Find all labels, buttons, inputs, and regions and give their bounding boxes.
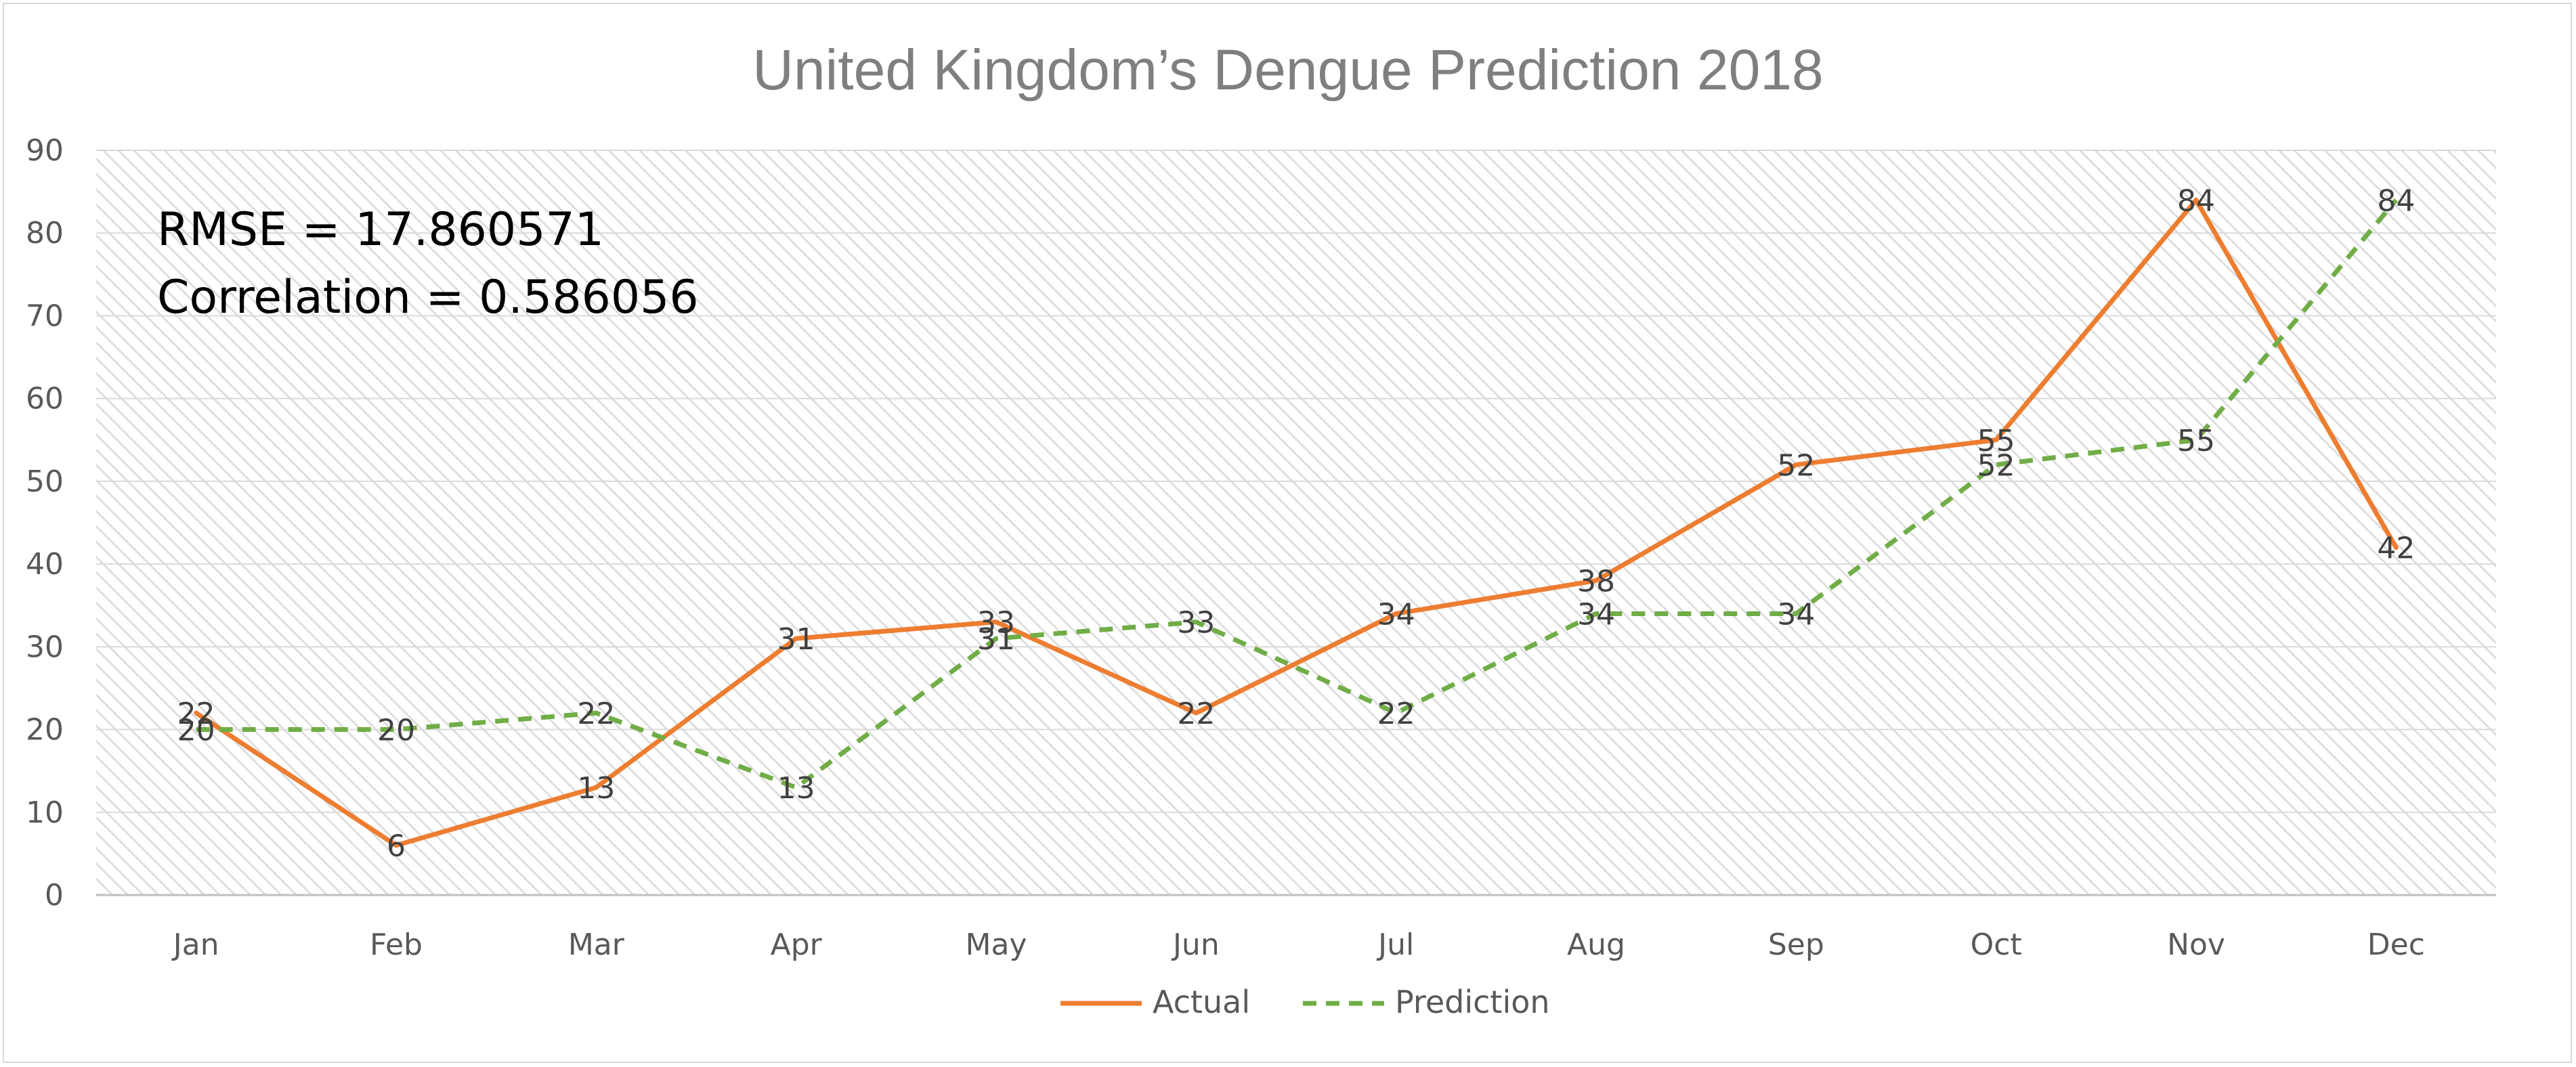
y-tick-label: 80: [26, 216, 64, 251]
data-label-actual: 22: [1177, 697, 1215, 731]
chart-title: United Kingdom’s Dengue Prediction 2018: [752, 38, 1823, 102]
x-tick-label: May: [966, 928, 1027, 962]
x-axis: Jan Feb Mar Apr May Jun Jul Aug Sep Oct Nov Dec: [171, 928, 2425, 962]
y-tick-label: 70: [26, 299, 64, 333]
correlation-annotation: Correlation = 0.586056: [157, 271, 699, 324]
legend: Actual Prediction: [1060, 984, 1550, 1020]
y-tick-label: 60: [26, 382, 64, 416]
data-label-actual: 6: [387, 829, 406, 864]
x-tick-label: Jul: [1376, 928, 1414, 962]
chart-frame: United Kingdom’s Dengue Prediction 2018 …: [3, 3, 2572, 1063]
x-tick-label: Sep: [1768, 928, 1824, 962]
y-tick-label: 10: [26, 796, 64, 830]
data-label-prediction: 55: [2177, 424, 2215, 458]
series-line-actual: [194, 197, 2399, 848]
y-tick-label: 0: [45, 878, 64, 913]
data-label-prediction: 13: [777, 771, 815, 806]
x-tick-label: Feb: [370, 928, 423, 962]
data-label-actual: 31: [777, 622, 815, 657]
data-label-actual: 52: [1777, 448, 1815, 483]
data-label-prediction: 34: [1777, 597, 1815, 632]
data-label-prediction: 34: [1577, 597, 1615, 632]
data-label-actual: 42: [2377, 531, 2415, 566]
y-tick-label: 30: [26, 630, 64, 664]
data-label-actual: 13: [577, 771, 615, 806]
x-tick-label: Apr: [771, 928, 823, 962]
legend-label-actual: Actual: [1153, 984, 1250, 1020]
rmse-annotation: RMSE = 17.860571: [157, 203, 604, 257]
x-tick-label: Nov: [2167, 928, 2225, 962]
data-label-prediction: 22: [1377, 697, 1415, 731]
data-label-prediction: 84: [2377, 183, 2415, 218]
data-label-prediction: 31: [977, 622, 1015, 657]
y-tick-label: 40: [26, 547, 64, 582]
x-tick-label: Oct: [1971, 928, 2022, 962]
x-tick-label: Aug: [1567, 928, 1625, 962]
x-tick-label: Dec: [2367, 928, 2425, 962]
x-tick-label: Jan: [171, 928, 219, 962]
series-line-prediction: [196, 198, 2399, 790]
gridlines: [96, 150, 2496, 896]
x-tick-label: Mar: [568, 928, 625, 962]
data-label-actual: 22: [177, 697, 215, 731]
y-tick-label: 90: [26, 133, 64, 168]
y-axis: 0 10 20 30 40 50 60 70 80 90: [26, 133, 64, 913]
data-label-actual: 34: [1377, 597, 1415, 632]
annotations: RMSE = 17.860571 Correlation = 0.586056: [157, 203, 699, 324]
data-label-prediction: 20: [377, 714, 415, 748]
x-tick-label: Jun: [1171, 928, 1220, 962]
line-chart: United Kingdom’s Dengue Prediction 2018 …: [26, 38, 2496, 1020]
data-label-prediction: 52: [1977, 448, 2015, 483]
data-label-actual: 84: [2177, 183, 2215, 218]
y-tick-label: 50: [26, 464, 64, 499]
legend-label-prediction: Prediction: [1395, 984, 1550, 1020]
data-label-prediction: 20: [177, 714, 215, 748]
data-label-prediction: 33: [1177, 606, 1215, 640]
series-lines: [194, 197, 2399, 848]
plot-area: [96, 150, 2496, 895]
data-label-actual: 33: [977, 606, 1015, 640]
y-tick-label: 20: [26, 713, 64, 747]
data-label-prediction: 22: [577, 697, 615, 731]
data-label-actual: 55: [1977, 424, 2015, 458]
data-label-actual: 38: [1577, 565, 1615, 599]
